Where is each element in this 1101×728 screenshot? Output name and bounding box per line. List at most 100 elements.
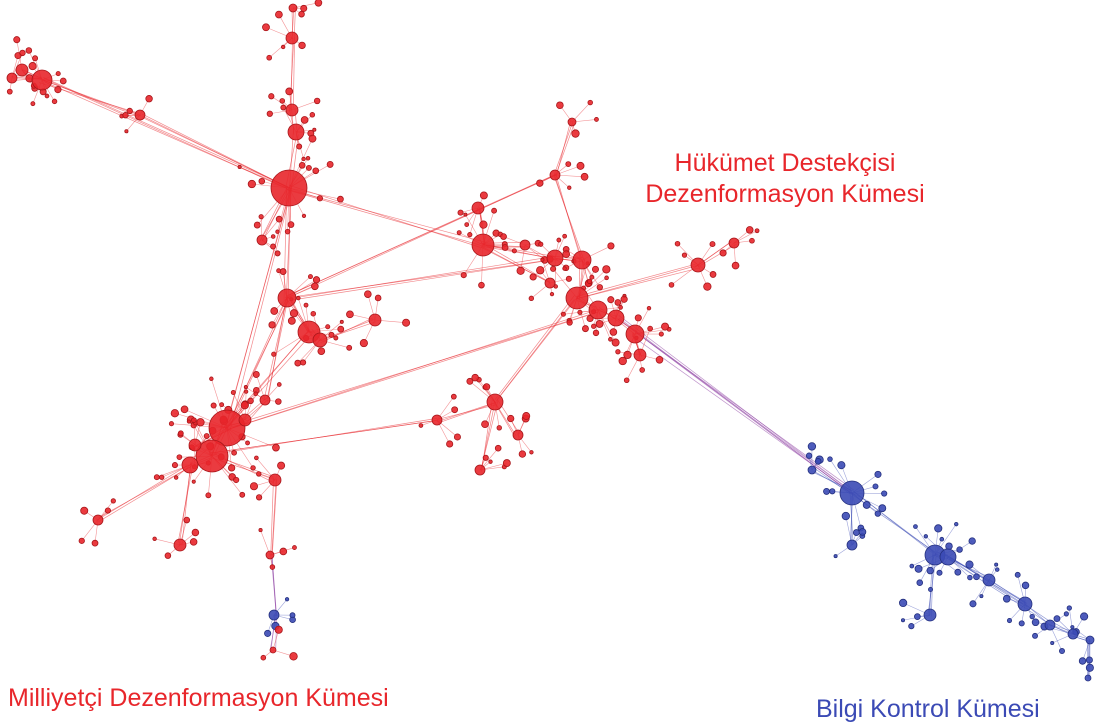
- leaf-node: [457, 209, 464, 216]
- leaf-node: [496, 425, 502, 431]
- graph-edge: [98, 464, 193, 522]
- leaf-node: [1053, 615, 1061, 623]
- leaf-node: [270, 234, 276, 239]
- leaf-node: [1070, 625, 1075, 630]
- leaf-node: [479, 220, 488, 229]
- graph-edge: [438, 402, 497, 424]
- hub-node: [807, 465, 817, 475]
- leaf-node: [292, 545, 297, 550]
- leaf-node: [180, 405, 189, 414]
- graph-edge: [43, 77, 291, 189]
- hub-node: [181, 456, 199, 474]
- hub-node: [268, 609, 280, 621]
- graph-edge: [480, 246, 549, 283]
- leaf-node: [719, 249, 727, 257]
- leaf-node: [209, 376, 214, 381]
- graph-edge: [141, 113, 288, 188]
- leaf-node: [586, 278, 593, 285]
- hub-node: [607, 309, 625, 327]
- leaf-node: [467, 232, 473, 238]
- leaf-node: [279, 268, 287, 275]
- leaf-node: [936, 569, 943, 576]
- hub-node: [188, 438, 202, 452]
- hub-node: [625, 324, 645, 344]
- leaf-node: [502, 459, 511, 468]
- leaf-node: [19, 49, 26, 57]
- hub-node: [1084, 674, 1092, 682]
- leaf-node: [402, 318, 411, 327]
- leaf-node: [658, 331, 664, 337]
- leaf-node: [516, 266, 525, 275]
- leaf-node: [661, 322, 670, 331]
- leaf-node: [595, 319, 604, 328]
- leaf-node: [634, 314, 642, 322]
- hub-node: [287, 123, 305, 141]
- leaf-node: [1014, 571, 1021, 578]
- hub-node: [269, 646, 277, 654]
- graph-edge: [209, 420, 435, 454]
- hub-node: [208, 409, 246, 447]
- leaf-node: [814, 458, 822, 465]
- graph-edge: [44, 81, 287, 189]
- leaf-node: [446, 440, 454, 448]
- leaf-node: [482, 383, 491, 391]
- leaf-node: [528, 295, 535, 302]
- leaf-node: [258, 177, 266, 185]
- leaf-node: [328, 331, 335, 338]
- leaf-node: [500, 233, 507, 240]
- graph-edge: [553, 122, 573, 176]
- leaf-node: [1050, 640, 1055, 646]
- leaf-node: [594, 117, 599, 122]
- leaf-node: [253, 221, 261, 229]
- graph-edge: [571, 102, 591, 123]
- leaf-node: [258, 528, 263, 533]
- leaf-node: [607, 296, 615, 304]
- graph-edge: [229, 311, 599, 430]
- leaf-node: [296, 295, 301, 301]
- leaf-node: [210, 402, 217, 409]
- hub-node: [567, 117, 577, 127]
- leaf-node: [374, 294, 382, 302]
- leaf-node: [305, 155, 311, 161]
- leaf-node: [456, 230, 462, 236]
- leaf-node: [969, 600, 977, 608]
- nationalist-cluster-label: Milliyetçi Dezenformasyon Kümesi: [8, 684, 389, 712]
- hub-node: [471, 201, 485, 215]
- graph-edge: [229, 190, 292, 431]
- leaf-node: [266, 110, 273, 117]
- leaf-node: [308, 134, 317, 143]
- leaf-node: [954, 568, 962, 576]
- leaf-node: [280, 104, 287, 111]
- leaf-node: [252, 371, 260, 378]
- leaf-node: [301, 213, 307, 218]
- hub-node: [471, 233, 495, 257]
- leaf-node: [745, 226, 754, 234]
- hub-node: [728, 237, 740, 249]
- leaf-node: [245, 440, 250, 446]
- hub-node: [270, 169, 308, 207]
- hub-node: [923, 608, 937, 622]
- leaf-node: [529, 450, 534, 455]
- leaf-node: [518, 450, 527, 458]
- graph-edge: [554, 173, 582, 258]
- graph-edge: [178, 462, 192, 547]
- leaf-node: [1085, 663, 1094, 672]
- leaf-node: [968, 537, 976, 545]
- leaf-node: [289, 612, 296, 619]
- graph-edge: [98, 466, 192, 518]
- hub-node: [288, 3, 298, 13]
- leaf-node: [239, 491, 246, 498]
- leaf-node: [709, 271, 717, 278]
- leaf-node: [152, 536, 157, 542]
- leaf-node: [260, 654, 267, 661]
- hub-node: [312, 332, 328, 348]
- leaf-node: [272, 443, 280, 452]
- leaf-node: [833, 554, 838, 559]
- leaf-node: [289, 309, 299, 318]
- info-control-cluster-label: Bilgi Kontrol Kümesi: [816, 695, 1040, 723]
- leaf-node: [556, 101, 564, 110]
- leaf-node: [289, 652, 298, 661]
- leaf-node: [268, 321, 276, 329]
- leaf-node: [494, 444, 502, 452]
- leaf-node: [451, 406, 459, 414]
